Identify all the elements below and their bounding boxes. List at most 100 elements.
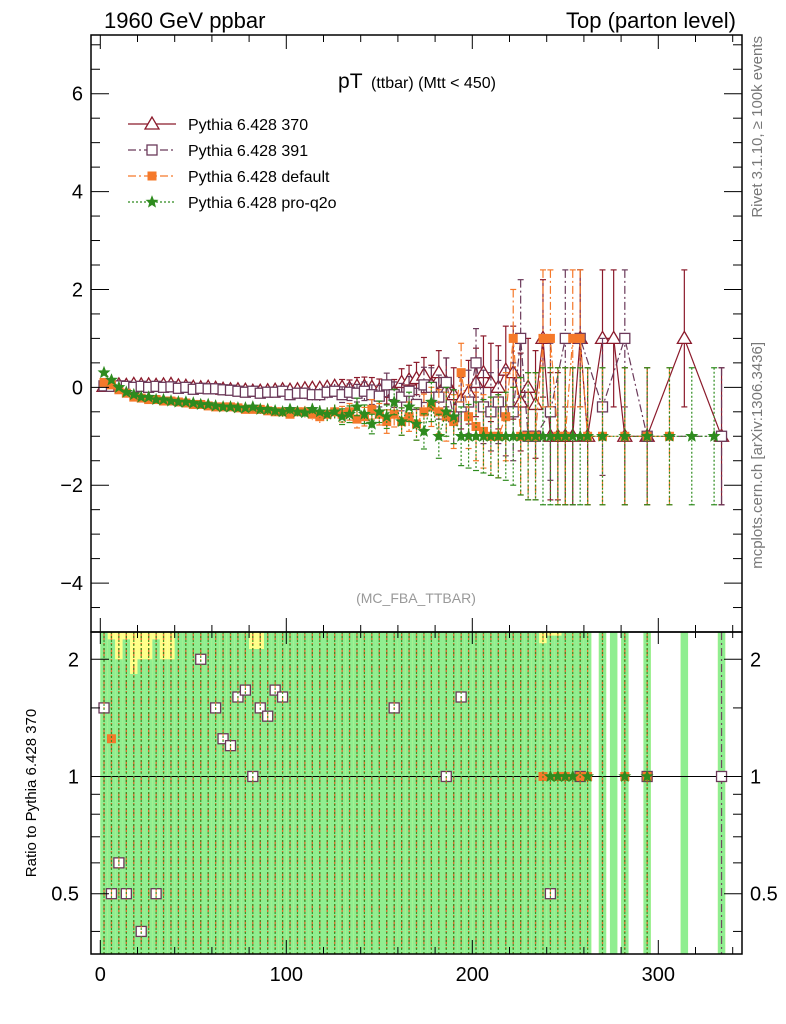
band-1sigma (609, 632, 618, 954)
x-tick-label: 300 (642, 964, 675, 986)
ratio-point (566, 769, 580, 782)
analysis-watermark: (MC_FBA_TTBAR) (356, 590, 476, 606)
ratio-panel-data (91, 632, 742, 954)
main-panel-data (95, 269, 730, 506)
data-point (380, 409, 394, 423)
band-1sigma (144, 659, 153, 954)
x-tick-label: 200 (456, 964, 489, 986)
data-point (619, 332, 631, 345)
title-sub: (ttbar) (Mtt < 450) (371, 75, 496, 92)
data-point (97, 365, 111, 379)
ratio-y-tick-label: 2 (68, 649, 79, 671)
data-point (343, 407, 356, 420)
mcplots-credit-label: mcplots.cern.ch [arXiv:1306.3436] (749, 342, 766, 569)
ratio-point (581, 769, 595, 782)
data-point (268, 403, 282, 417)
data-point (372, 404, 386, 418)
data-point (365, 417, 379, 430)
data-point (676, 330, 693, 345)
data-point (112, 380, 126, 393)
data-point (545, 333, 555, 343)
data-point (157, 392, 170, 406)
data-point (291, 404, 304, 418)
legend-label: Pythia 6.428 370 (188, 117, 308, 134)
y-tick-label: 0 (72, 377, 83, 399)
data-point (119, 385, 133, 398)
data-point (367, 404, 377, 414)
data-point (575, 333, 585, 343)
ratio-point (640, 769, 654, 782)
data-point (387, 395, 401, 408)
data-point (261, 402, 275, 415)
legend-marker (147, 171, 157, 181)
legend-label: Pythia 6.428 391 (188, 143, 308, 160)
data-point (352, 414, 362, 424)
data-point (142, 390, 156, 403)
data-point (581, 429, 595, 442)
data-point (224, 400, 237, 413)
data-point (605, 330, 622, 345)
legend-marker (145, 195, 159, 208)
data-point (381, 379, 393, 391)
data-point (568, 333, 578, 343)
data-point (395, 414, 409, 428)
data-point (357, 407, 371, 420)
legend-marker (143, 115, 161, 130)
ratio-panel-frame (90, 631, 743, 955)
band-1sigma (115, 659, 123, 954)
data-point (482, 374, 500, 389)
legend-label: Pythia 6.428 default (188, 169, 330, 186)
ratio-uncertainty-bands (100, 632, 726, 954)
ratio-point (106, 734, 116, 744)
y-tick-label: 4 (72, 182, 83, 204)
data-point (179, 395, 193, 408)
data-point (447, 409, 461, 423)
data-point (707, 429, 721, 442)
ratio-point (618, 769, 632, 782)
data-point (403, 385, 415, 397)
y-tick-label: 2 (72, 279, 83, 301)
data-point (618, 429, 632, 442)
axes: 0 100 200 300 −4 −2 0 2 4 6 0.5 0.5 1 1 2 2 (51, 35, 778, 986)
ratio-y-tick-label: 0.5 (51, 884, 79, 906)
data-point (313, 404, 327, 418)
x-tick-label: 100 (270, 964, 303, 986)
ratio-y-tick-label-right: 0.5 (750, 884, 778, 906)
data-point (164, 394, 178, 407)
data-point (685, 429, 699, 442)
y-tick-label: −4 (60, 573, 83, 595)
data-point (424, 395, 438, 408)
data-point (305, 402, 319, 415)
data-point (402, 400, 416, 413)
data-point (99, 377, 109, 387)
data-point (490, 379, 507, 393)
data-point (373, 390, 385, 402)
data-point (440, 376, 452, 389)
data-point (201, 397, 215, 410)
rivet-version-label: Rivet 3.1.10, ≥ 100k events (749, 36, 766, 218)
series-3 (97, 365, 721, 506)
ratio-y-tick-label: 1 (68, 766, 79, 788)
band-1sigma (167, 659, 175, 954)
data-point (470, 357, 482, 369)
data-point (105, 373, 118, 386)
data-point (456, 368, 466, 378)
legend: Pythia 6.428 370 Pythia 6.428 391 Pythia 6… (128, 115, 337, 212)
data-point (417, 424, 431, 437)
data-point (663, 429, 676, 442)
band-1sigma (137, 659, 145, 954)
data-point (350, 400, 364, 413)
y-tick-label: −2 (60, 475, 83, 497)
legend-marker (146, 144, 158, 156)
series-1 (98, 269, 728, 506)
data-point (395, 391, 408, 403)
header-energy-label: 1960 GeV ppbar (104, 8, 265, 33)
y-tick-label: 6 (72, 84, 83, 106)
x-tick-label: 0 (95, 964, 106, 986)
data-point (439, 404, 453, 418)
data-point (246, 400, 260, 413)
data-point (209, 399, 223, 412)
data-point (640, 429, 654, 442)
data-point (127, 387, 141, 401)
